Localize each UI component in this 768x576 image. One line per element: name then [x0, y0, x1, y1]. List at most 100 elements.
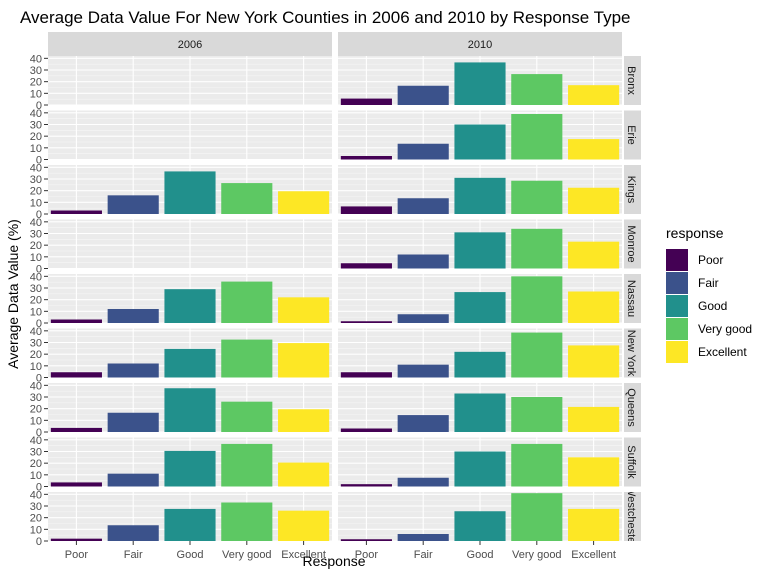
- y-tick-label: 30: [30, 65, 42, 77]
- x-tick-label: Good: [177, 549, 204, 561]
- bar: [340, 156, 392, 160]
- legend-swatch: [666, 249, 688, 271]
- facet-panel: [48, 437, 332, 488]
- y-tick-label: 10: [30, 470, 42, 482]
- facet-strip-right: Bronx: [624, 56, 641, 105]
- y-tick-label: 0: [36, 482, 42, 494]
- bar: [164, 348, 216, 378]
- y-tick-label: 20: [30, 131, 42, 143]
- y-tick-label: 30: [30, 229, 42, 241]
- facet-strip-right: Kings: [624, 165, 641, 214]
- bar: [397, 364, 449, 378]
- y-tick-label: 0: [36, 155, 42, 167]
- bar: [511, 74, 563, 105]
- facet-panel: [338, 328, 622, 379]
- bar: [221, 281, 273, 323]
- bar: [454, 232, 506, 269]
- bar: [454, 511, 506, 541]
- legend-item: Poor: [666, 249, 723, 271]
- bar: [454, 451, 506, 487]
- legend-swatch: [666, 295, 688, 317]
- bar: [278, 462, 330, 487]
- bar: [107, 412, 159, 432]
- y-tick-label: 20: [30, 295, 42, 307]
- bar: [511, 332, 563, 378]
- bar: [397, 415, 449, 432]
- strip-background: [624, 56, 641, 105]
- strip-background: [624, 110, 641, 160]
- bar: [107, 473, 159, 487]
- y-tick-label: 20: [30, 349, 42, 361]
- strip-label: Suffolk: [625, 445, 637, 479]
- bar: [511, 180, 563, 214]
- bar: [454, 177, 506, 214]
- bar: [221, 401, 273, 432]
- facet-panel: [48, 492, 332, 542]
- facet-panel: [338, 274, 622, 324]
- bar: [568, 139, 620, 160]
- y-tick-label: 20: [30, 404, 42, 416]
- bar: [454, 124, 506, 160]
- bar: [340, 484, 392, 487]
- legend-item: Very good: [666, 318, 752, 340]
- y-tick-label: 0: [36, 318, 42, 330]
- bar: [50, 319, 102, 323]
- y-tick-label: 30: [30, 338, 42, 350]
- legend-title: response: [666, 225, 724, 241]
- y-tick-label: 40: [30, 380, 42, 392]
- y-tick-label: 20: [30, 513, 42, 525]
- bar: [340, 372, 392, 378]
- y-axis-title: Average Data Value (%): [5, 219, 21, 369]
- y-tick-label: 10: [30, 88, 42, 100]
- bar: [568, 241, 620, 269]
- y-tick-label: 40: [30, 326, 42, 338]
- bar: [568, 345, 620, 378]
- facet-panel: [48, 110, 332, 161]
- strip-label: Monroe: [625, 225, 637, 262]
- y-tick-label: 10: [30, 252, 42, 264]
- bar: [511, 276, 563, 323]
- bar: [511, 493, 563, 541]
- strip-background: [48, 32, 332, 56]
- bar: [454, 292, 506, 323]
- y-tick-label: 40: [30, 162, 42, 174]
- strip-label: Erie: [625, 125, 637, 145]
- strip-label: 2010: [468, 39, 492, 51]
- bar: [568, 457, 620, 487]
- y-tick-label: 10: [30, 197, 42, 209]
- y-tick-label: 10: [30, 306, 42, 318]
- bar: [278, 510, 330, 541]
- facet-panel: [338, 56, 622, 106]
- x-tick-label: Fair: [124, 549, 143, 561]
- facet-panel: [338, 219, 622, 270]
- facet-panel: [338, 165, 622, 215]
- bar: [397, 198, 449, 214]
- bar: [278, 297, 330, 323]
- facet-panel: [338, 437, 622, 488]
- legend-label: Fair: [698, 276, 719, 290]
- y-tick-label: 40: [30, 435, 42, 447]
- bar: [107, 525, 159, 541]
- bar: [340, 539, 392, 541]
- y-tick-label: 30: [30, 174, 42, 186]
- bar: [397, 477, 449, 487]
- facet-strip-right: Monroe: [624, 219, 641, 269]
- x-tick-label: Poor: [65, 549, 89, 561]
- legend-label: Excellent: [698, 345, 747, 359]
- y-tick-label: 10: [30, 361, 42, 373]
- bar: [278, 191, 330, 214]
- y-tick-label: 10: [30, 524, 42, 536]
- x-tick-label: Very good: [222, 549, 272, 561]
- y-tick-label: 40: [30, 108, 42, 120]
- facet-panel: [48, 274, 332, 324]
- y-tick-label: 20: [30, 458, 42, 470]
- y-tick-label: 30: [30, 447, 42, 459]
- facet-panel: [48, 56, 332, 106]
- bar: [340, 98, 392, 105]
- strip-background: [624, 383, 641, 432]
- facet-panel: [338, 383, 622, 433]
- bar: [221, 443, 273, 487]
- bar: [568, 508, 620, 541]
- y-tick-label: 0: [36, 427, 42, 439]
